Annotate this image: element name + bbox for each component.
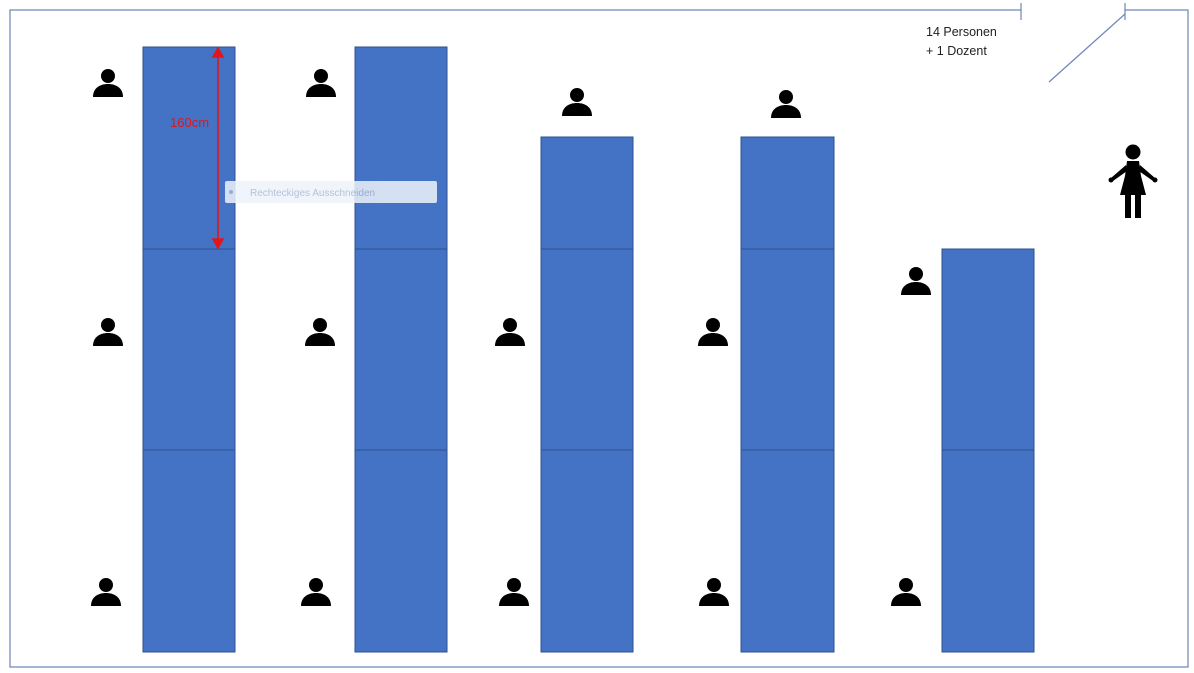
- person-icon: [93, 318, 123, 346]
- person-icon: [301, 578, 331, 606]
- room-walls: [9, 9, 1189, 668]
- table: [740, 449, 835, 653]
- dimension-marker: [211, 46, 225, 250]
- table: [142, 248, 236, 451]
- table: [142, 449, 236, 653]
- table: [540, 248, 634, 451]
- table: [142, 46, 236, 250]
- door-icon: [1020, 3, 1126, 83]
- table: [354, 449, 448, 653]
- person-icon: [305, 318, 335, 346]
- person-icon: [699, 578, 729, 606]
- capacity-sublabel: + 1 Dozent: [926, 44, 987, 58]
- dimension-label: 160cm: [170, 115, 209, 130]
- person-icon: [495, 318, 525, 346]
- table: [540, 449, 634, 653]
- person-icon: [891, 578, 921, 606]
- person-icon: [698, 318, 728, 346]
- table: [941, 449, 1035, 653]
- tooltip-bullet-icon: [229, 190, 233, 194]
- table: [740, 248, 835, 451]
- table: [941, 248, 1035, 451]
- capacity-label: 14 Personen: [926, 25, 997, 39]
- arrow-down-icon: [211, 238, 225, 250]
- tooltip-box: [225, 181, 437, 203]
- arrow-up-icon: [211, 46, 225, 58]
- person-icon: [306, 69, 336, 97]
- lecturer-icon: [1108, 144, 1158, 218]
- tables: [142, 46, 1035, 653]
- table: [540, 136, 634, 250]
- person-icon: [499, 578, 529, 606]
- person-icon: [91, 578, 121, 606]
- wall-outline: [9, 9, 1189, 668]
- tooltip-overlay: Rechteckiges Ausschneiden: [225, 181, 437, 203]
- person-icon: [771, 90, 801, 118]
- person-icon: [93, 69, 123, 97]
- person-icon: [901, 267, 931, 295]
- table: [354, 248, 448, 451]
- table: [740, 136, 835, 250]
- table: [354, 46, 448, 250]
- tooltip-text: Rechteckiges Ausschneiden: [250, 188, 375, 199]
- person-icon: [562, 88, 592, 116]
